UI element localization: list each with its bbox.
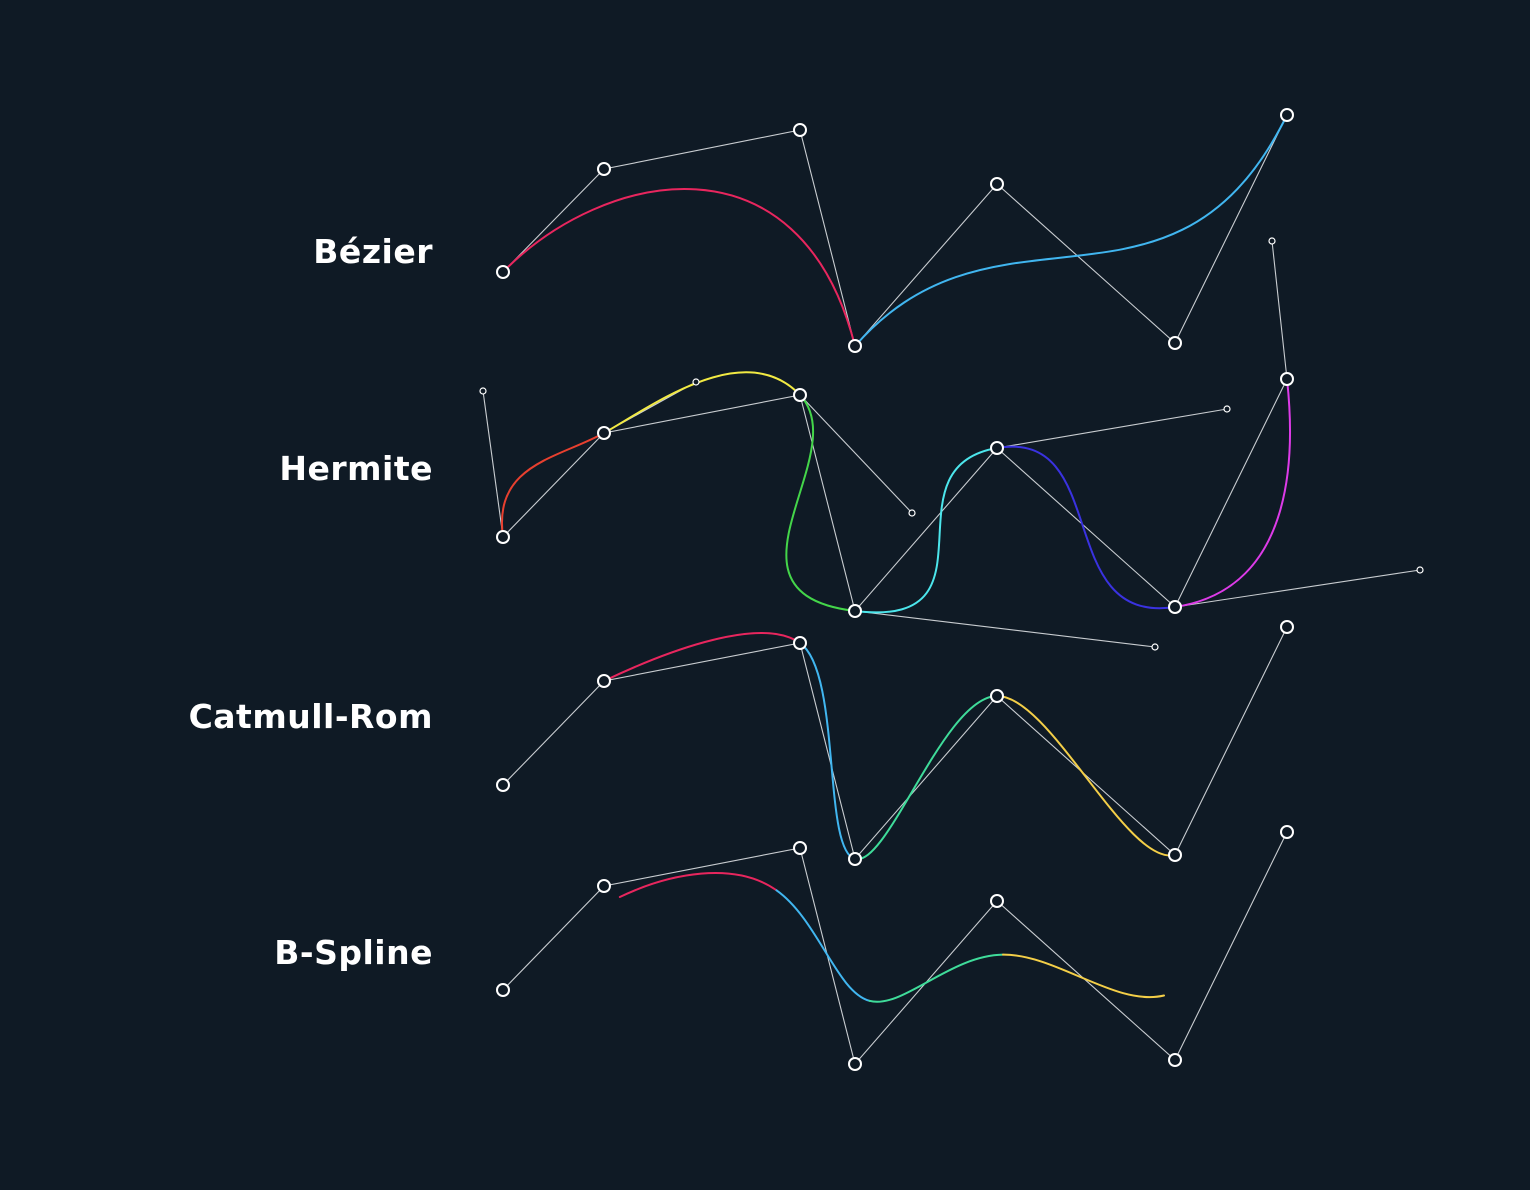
hermite-tangent-handle [1271, 240, 1288, 380]
catmull-rom-control-point [1280, 620, 1294, 634]
hermite-tangent-handle [1174, 569, 1421, 608]
hermite-control-point [848, 604, 862, 618]
catmull-rom-control-point [990, 689, 1004, 703]
bezier-control-point [1168, 336, 1182, 350]
hermite-control-point [496, 530, 510, 544]
hermite-handle-point [692, 378, 700, 386]
catmull-rom-control-polygon [502, 626, 1288, 861]
b-spline-control-point [848, 1057, 862, 1071]
hermite-segment [785, 394, 856, 612]
hermite-handle-point [1223, 405, 1231, 413]
bezier-segment-1 [502, 188, 856, 347]
b-spline-control-point [1280, 825, 1294, 839]
bezier-control-polygon [502, 114, 1288, 348]
hermite-segment [500, 432, 605, 538]
hermite-handle-point [908, 509, 916, 517]
catmull-rom-segment [854, 695, 998, 861]
b-spline-control-polygon [502, 831, 1288, 1066]
catmull-rom-control-point [848, 852, 862, 866]
b-spline-control-point [597, 879, 611, 893]
label-catmull-rom: Catmull-Rom [188, 697, 433, 736]
hermite-control-point [793, 388, 807, 402]
label-b-spline: B-Spline [274, 933, 433, 972]
hermite-control-point [990, 441, 1004, 455]
hermite-segment [1174, 378, 1292, 608]
catmull-rom-segment [799, 642, 856, 860]
catmull-rom-segment [603, 632, 801, 682]
b-spline-segment [1002, 953, 1165, 999]
hermite-handle-point [1151, 643, 1159, 651]
b-spline-segment [775, 889, 871, 1002]
hermite-control-point [597, 426, 611, 440]
b-spline-segment [618, 872, 778, 898]
catmull-rom-control-point [597, 674, 611, 688]
bezier-segment-2 [854, 114, 1288, 347]
bezier-control-point [1280, 108, 1294, 122]
control-points [479, 108, 1424, 1071]
b-spline-control-point [990, 894, 1004, 908]
hermite-tangent-handle [854, 610, 1156, 648]
hermite-segment [603, 371, 801, 434]
bezier-control-point [848, 339, 862, 353]
hermite-handle-point [1416, 566, 1424, 574]
hermite-tangent-handle [996, 408, 1228, 449]
catmull-rom-control-point [496, 778, 510, 792]
catmull-rom-segment [996, 694, 1176, 857]
bezier-control-point [496, 265, 510, 279]
hermite-segment [854, 447, 998, 614]
hermite-segment [996, 445, 1176, 610]
curves [500, 114, 1292, 1003]
hermite-tangent-handle [799, 394, 913, 514]
catmull-rom-control-point [793, 636, 807, 650]
bezier-control-point [597, 162, 611, 176]
b-spline-segment [868, 953, 1004, 1003]
b-spline-control-point [1168, 1053, 1182, 1067]
bezier-control-point [990, 177, 1004, 191]
label-bezier: Bézier [313, 232, 433, 271]
b-spline-control-point [793, 841, 807, 855]
hermite-handle-point [479, 387, 487, 395]
b-spline-control-point [496, 983, 510, 997]
hermite-tangent-handle [482, 390, 504, 538]
control-polygons [482, 114, 1421, 1066]
hermite-control-point [1168, 600, 1182, 614]
catmull-rom-control-point [1168, 848, 1182, 862]
hermite-control-point [1280, 372, 1294, 386]
bezier-control-point [793, 123, 807, 137]
hermite-handle-point [1268, 237, 1276, 245]
label-hermite: Hermite [279, 449, 433, 488]
